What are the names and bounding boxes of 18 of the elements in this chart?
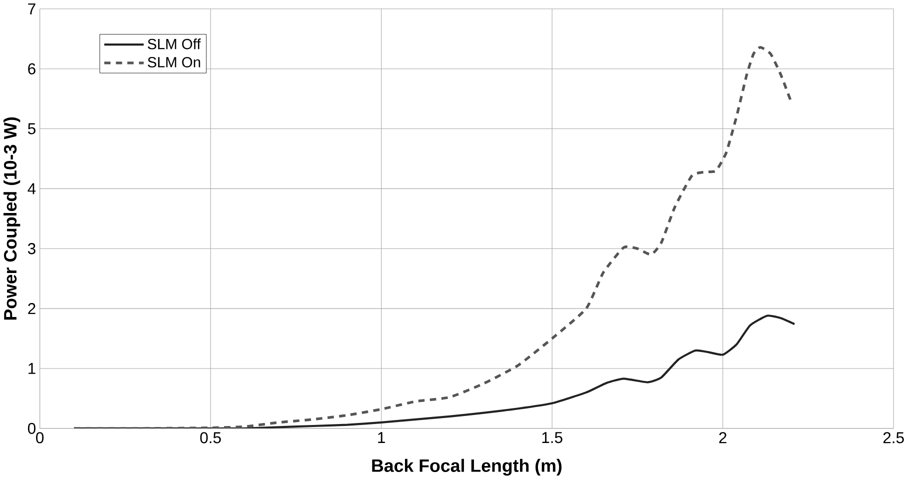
x-tick-label: 0.5 [200,432,221,444]
y-tick-label: 1 [28,363,36,374]
y-tick-label: 2 [28,303,36,314]
x-axis-title: Back Focal Length (m) [372,458,562,476]
legend-label: SLM Off [148,38,201,50]
y-tick-label: 0 [28,422,36,434]
y-tick-label: 5 [28,123,36,134]
x-tick-label: 1.5 [542,432,562,444]
y-tick-label: 4 [28,183,36,194]
legend-label: SLM On [148,56,200,68]
y-tick-label: 6 [28,63,36,74]
x-tick-label: 2 [719,432,726,444]
x-tick-label: 1 [378,432,385,443]
x-tick-label: 0 [36,432,44,444]
y-axis-title: Power Coupled (10-3 W) [4,117,20,320]
y-tick-label: 3 [28,243,36,254]
y-tick-label: 7 [28,3,36,14]
x-tick-label: 2.5 [883,432,904,444]
